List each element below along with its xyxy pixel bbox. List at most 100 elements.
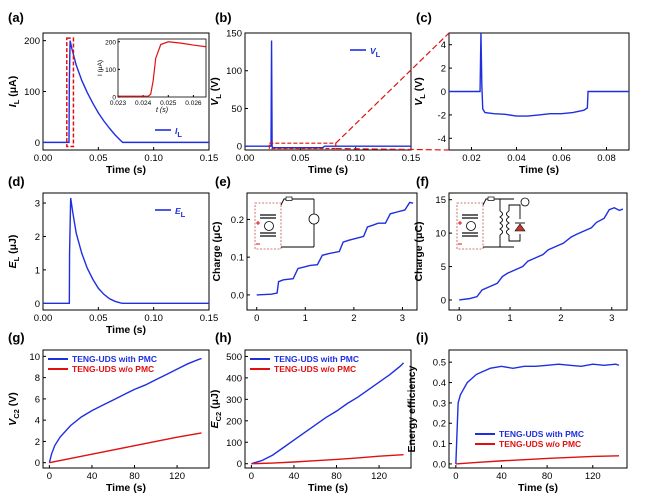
- y-tick-label: 0: [237, 142, 242, 153]
- y-tick-label: 100: [226, 438, 242, 449]
- x-tick-label: 0.04: [507, 153, 526, 164]
- wire: [508, 204, 521, 219]
- series-line-v-l: [245, 40, 411, 149]
- circuit-schematic: [254, 196, 320, 250]
- diode-icon: [514, 223, 526, 232]
- panel-label: (i): [416, 330, 428, 345]
- y-tick-label: 0.2: [231, 215, 244, 226]
- x-tick-label: 0.05: [89, 153, 108, 164]
- panel-b: 0.00 0.05 0.10 0.15 0 50 100 150 Time (s) VL (V) (…: [209, 10, 420, 176]
- y-tick-label: 150: [226, 29, 242, 40]
- y-tick-label: 8: [35, 373, 40, 384]
- series-line-i-l: [43, 40, 209, 144]
- x-axis-label: Time (s): [519, 164, 559, 176]
- plot-frame: [448, 349, 628, 469]
- plot-frame: [42, 349, 210, 469]
- x-tick-label: 0.10: [346, 153, 365, 164]
- series-line-teng-uds-w-o-pmc: [49, 432, 202, 464]
- inset-series-line: [118, 41, 207, 97]
- panel-label: (d): [8, 174, 25, 189]
- series-line-teng-uds-w-o-pmc: [455, 455, 620, 465]
- x-axis-label: Time (s): [106, 324, 146, 336]
- x-tick-label: 2: [351, 313, 356, 324]
- x-tick-label: 0.15: [200, 313, 219, 324]
- legend-label: TENG-UDS with PMC: [274, 354, 359, 364]
- inset-y-tick-label: 0: [112, 95, 116, 102]
- x-tick-label: 0.10: [144, 153, 163, 164]
- y-tick-label: -4: [438, 134, 446, 145]
- y-tick-label: 4: [441, 40, 446, 51]
- panel-label: (f): [416, 174, 429, 189]
- x-tick-label: 0.15: [402, 153, 421, 164]
- inset-x-tick-label: 0.026: [185, 100, 202, 107]
- x-axis-label: Time (s): [106, 482, 146, 494]
- panel-a: 0.00 0.05 0.10 0.15 0 100 200 Time (s) IL (μA) (a…: [7, 10, 218, 176]
- x-tick-label: 40: [496, 471, 507, 482]
- panel-h: 0 40 80 120 0 100 200 300 400 500 Time (s) EC2 (μJ)…: [209, 330, 412, 494]
- x-tick-label: 0.05: [291, 153, 310, 164]
- panel-label: (e): [215, 174, 231, 189]
- series-line-e-l: [43, 197, 209, 305]
- x-tick-label: 80: [129, 471, 140, 482]
- x-tick-label: 0.10: [144, 313, 163, 324]
- panel-label: (g): [8, 330, 25, 345]
- y-tick-label: 2: [441, 64, 446, 75]
- y-tick-label: 100: [24, 87, 40, 98]
- zoom-highlight-box: [268, 142, 337, 150]
- y-axis-label: EC2 (μJ): [209, 390, 223, 429]
- y-tick-label: 10: [29, 352, 40, 363]
- y-tick-label: 4: [35, 416, 40, 427]
- x-tick-label: 0: [249, 471, 254, 482]
- series-line-teng-uds-with-pmc: [251, 362, 405, 465]
- resistor-icon: [285, 196, 293, 201]
- panel-c: 0.02 0.04 0.06 0.08 -4 -2 0 2 4 Time (s) VL (V) (c): [413, 10, 630, 176]
- legend-label: EL: [175, 206, 186, 219]
- x-axis-label: Time (s): [106, 164, 146, 176]
- y-tick-label: 300: [226, 395, 242, 406]
- panel-label: (a): [8, 10, 24, 25]
- legend-label: VL: [370, 46, 381, 59]
- y-tick-label: 6: [35, 394, 40, 405]
- inset-y-axis-label: I (μA): [97, 60, 104, 76]
- x-tick-label: 2: [558, 313, 563, 324]
- y-tick-label: 0.4: [433, 378, 446, 389]
- y-tick-label: -2: [438, 110, 446, 121]
- x-tick-label: 0: [254, 313, 259, 324]
- inductor-coil-icon: [499, 210, 503, 236]
- x-tick-label: 0: [453, 471, 458, 482]
- y-axis-label: VL (V): [413, 77, 427, 106]
- inset-x-axis-label: t (s): [156, 107, 168, 114]
- legend-label: TENG-UDS with PMC: [499, 429, 584, 439]
- y-tick-label: 0: [441, 295, 446, 306]
- y-axis-label: Charge (μC): [211, 221, 223, 281]
- x-tick-label: 0.00: [34, 313, 53, 324]
- panel-label: (h): [215, 330, 232, 345]
- x-tick-label: 0.08: [597, 153, 616, 164]
- y-tick-label: 0.1: [433, 439, 446, 450]
- inset-y-tick-label: 100: [105, 67, 116, 74]
- resistor-icon: [487, 196, 495, 201]
- plot-frame: [448, 192, 628, 311]
- y-axis-label: Charge (μC): [413, 221, 425, 281]
- y-tick-label: 5: [441, 262, 446, 273]
- x-tick-label: 120: [585, 471, 601, 482]
- y-tick-label: 0: [35, 458, 40, 469]
- y-tick-label: 15: [435, 195, 446, 206]
- inset-x-tick-label: 0.024: [135, 100, 152, 107]
- voltage-source-icon: [466, 221, 476, 231]
- x-tick-label: 40: [87, 471, 98, 482]
- x-tick-label: 1: [303, 313, 308, 324]
- x-tick-label: 0.02: [462, 153, 481, 164]
- x-tick-label: 120: [169, 471, 185, 482]
- inset-x-tick-label: 0.025: [160, 100, 177, 107]
- legend-label: TENG-UDS w/o PMC: [274, 364, 356, 374]
- x-axis-label: Time (s): [518, 482, 558, 494]
- wire: [280, 198, 314, 206]
- y-tick-label: 100: [226, 66, 242, 77]
- y-tick-label: 0.0: [433, 459, 446, 470]
- panel-e: 0 1 2 3 0.0 0.1 0.2 Charge (μC) (e): [211, 174, 418, 324]
- y-tick-label: 0.3: [433, 398, 446, 409]
- inset-plot: 0.023 0.024 0.025 0.026 0 100 200 t (s) I (μA): [97, 38, 207, 114]
- meter-icon: [520, 197, 530, 207]
